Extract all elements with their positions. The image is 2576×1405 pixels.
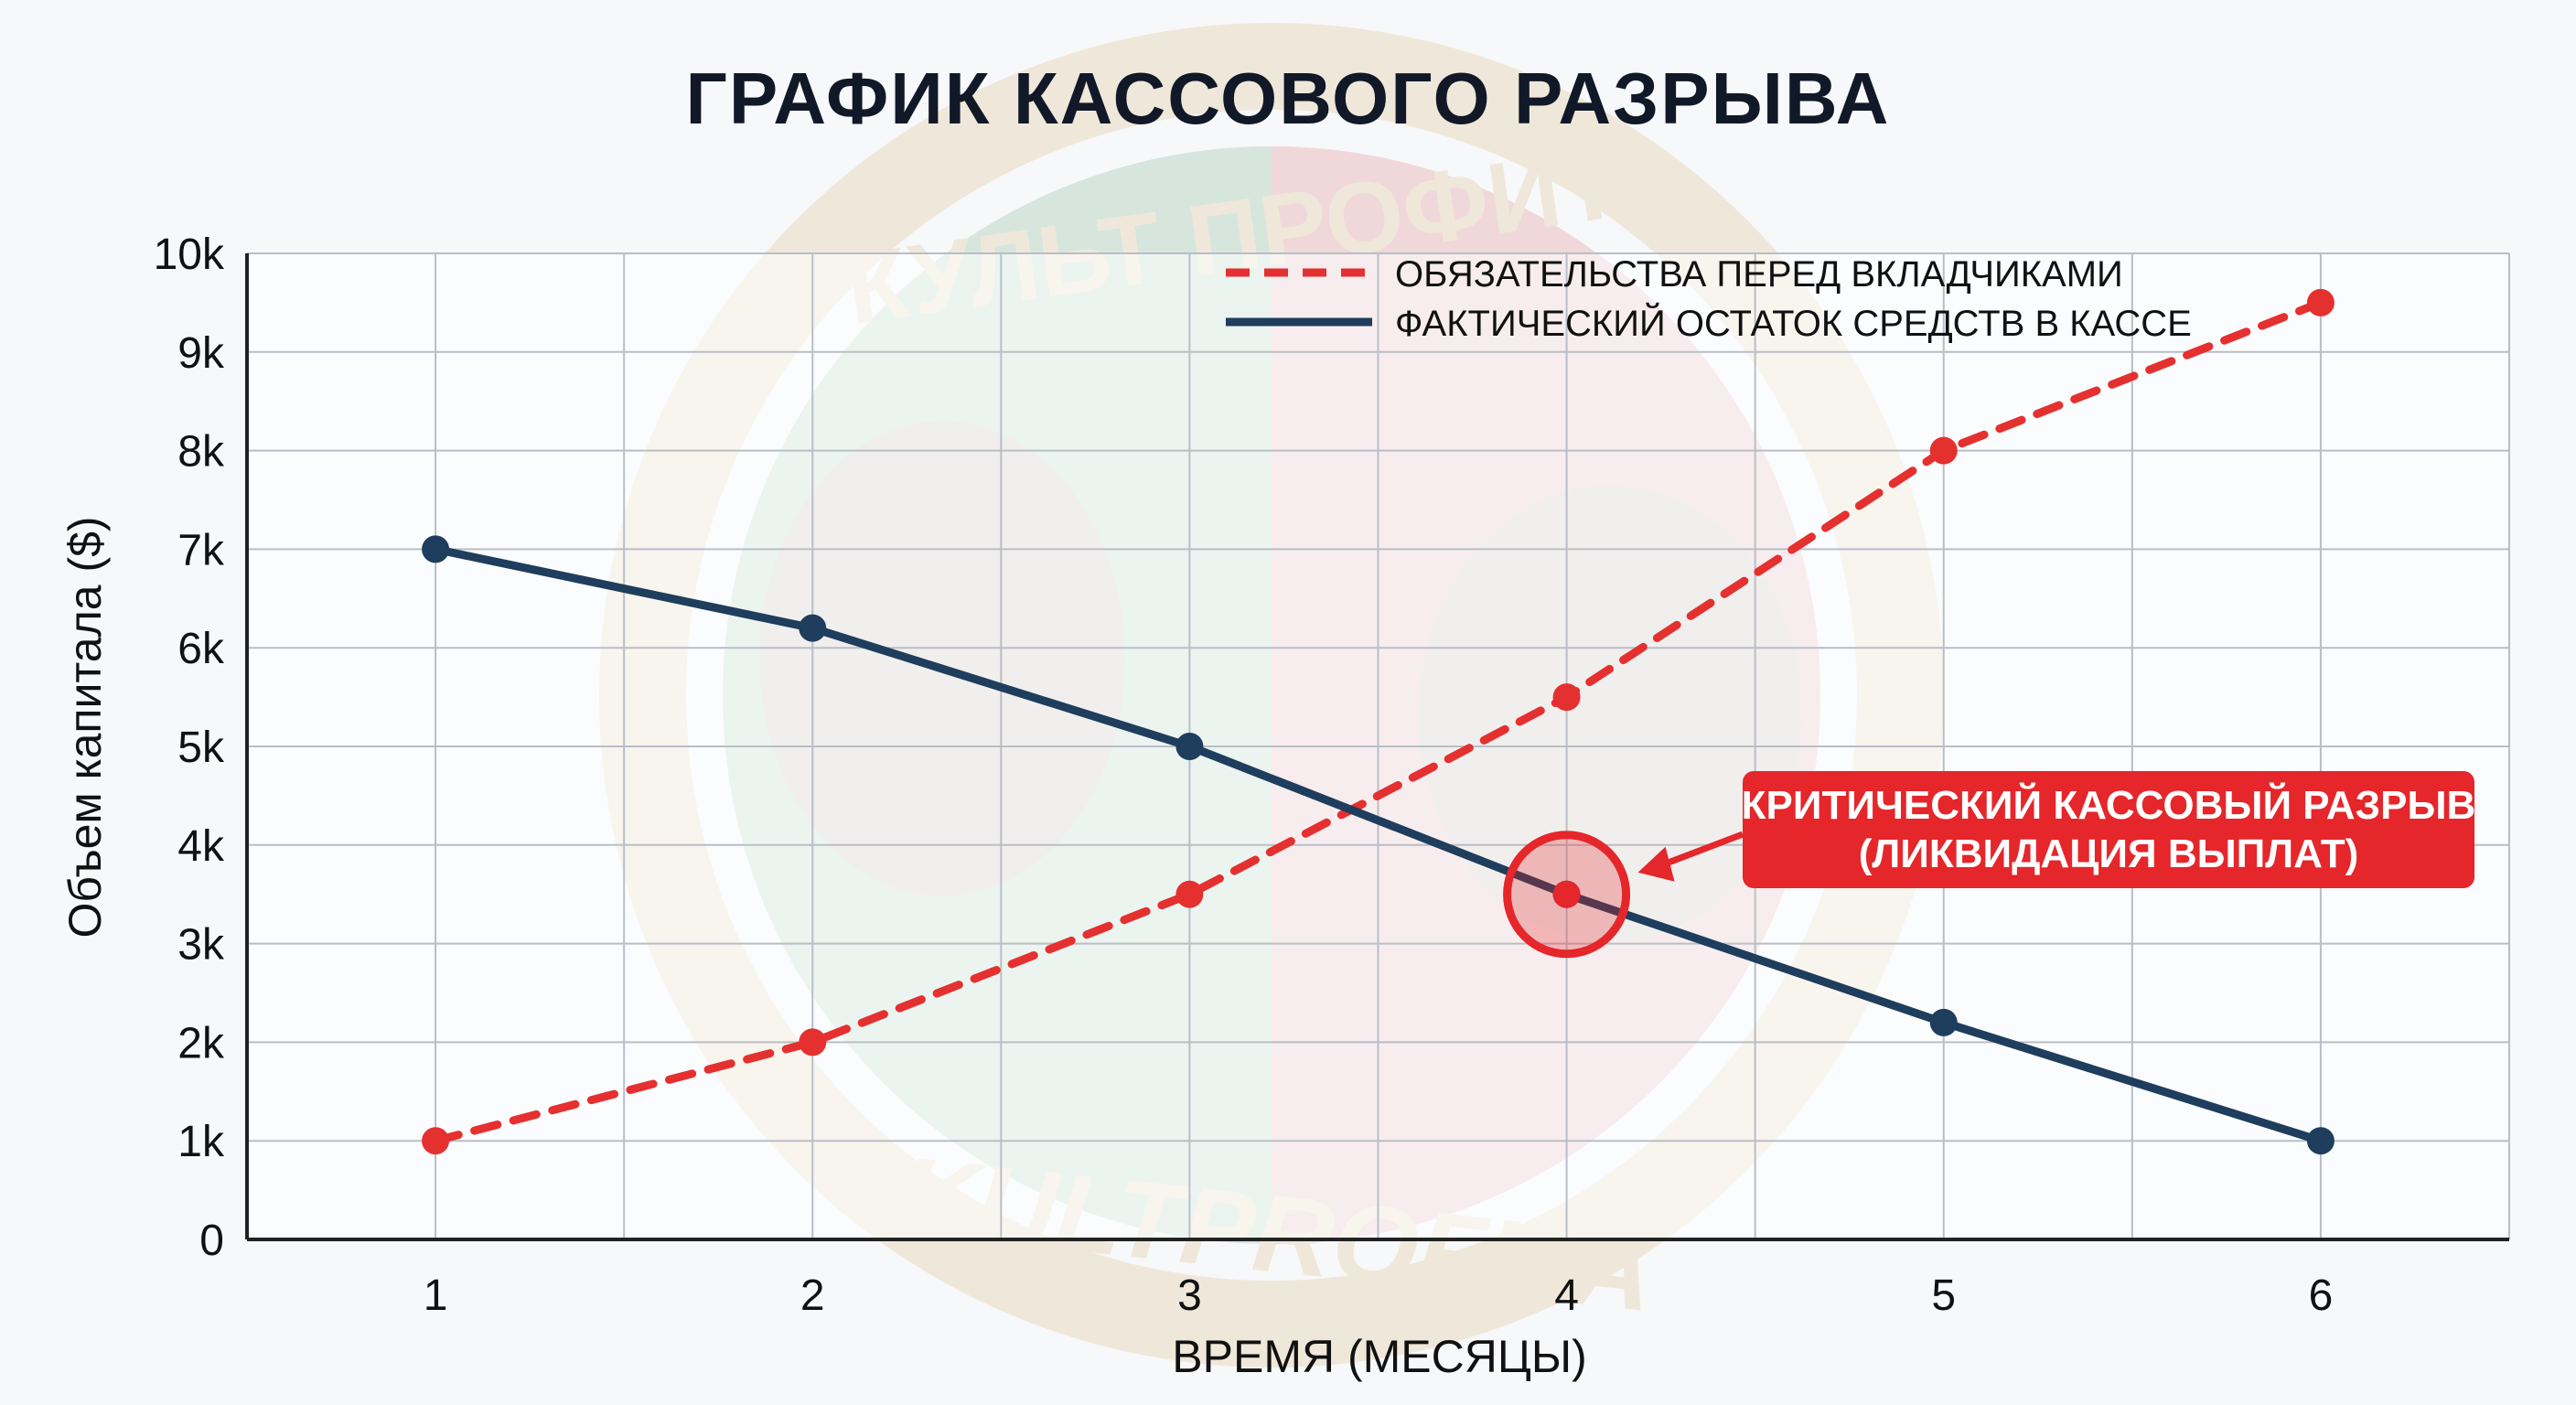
legend-label-liabilities: ОБЯЗАТЕЛЬСТВА ПЕРЕД ВКЛАДЧИКАМИ — [1395, 254, 2123, 295]
series-line-cash — [431, 544, 2325, 1145]
y-tick-label: 4k — [177, 822, 225, 871]
data-point-liabilities — [422, 1127, 450, 1155]
data-point-cash — [1175, 733, 1204, 760]
callout-text-line: (ЛИКВИДАЦИЯ ВЫПЛАТ) — [1859, 831, 2359, 876]
data-point-liabilities — [2306, 288, 2334, 316]
y-axis-ticks: 0 1k 2k 3k 4k 5k 6k 7k 8k 9k 10k — [154, 231, 225, 1265]
data-point-liabilities — [1175, 880, 1204, 908]
y-tick-label: 6k — [177, 625, 225, 673]
y-tick-label: 9k — [177, 329, 225, 378]
y-tick-label: 5k — [177, 724, 225, 772]
data-point-cash — [2306, 1127, 2334, 1155]
x-tick-label: 1 — [424, 1271, 448, 1320]
x-tick-label: 3 — [1177, 1271, 1202, 1320]
gap-point — [1552, 880, 1581, 908]
y-tick-label: 0 — [199, 1217, 224, 1265]
chart-series — [422, 288, 2334, 1155]
chart-axes — [245, 253, 2509, 1241]
data-point-cash — [1929, 1008, 1958, 1036]
data-point-liabilities — [799, 1028, 827, 1056]
y-axis-label: Объем капитала ($) — [59, 516, 111, 938]
x-axis-ticks: 1 2 3 4 5 6 — [424, 1271, 2334, 1320]
y-tick-label: 3k — [177, 921, 225, 970]
series-line-liabilities — [431, 298, 2325, 1145]
x-tick-label: 2 — [800, 1271, 825, 1320]
chart-grid — [246, 252, 2510, 1240]
x-tick-label: 5 — [1931, 1271, 1956, 1320]
chart-annotation: КРИТИЧЕСКИЙ КАССОВЫЙ РАЗРЫВ(ЛИКВИДАЦИЯ В… — [1503, 771, 2476, 959]
callout-box — [1743, 771, 2474, 888]
data-point-cash — [422, 535, 450, 563]
x-tick-label: 6 — [2309, 1271, 2334, 1320]
callout-arrow-head — [1637, 846, 1675, 882]
x-tick-label: 4 — [1554, 1271, 1579, 1320]
legend-label-cash: ФАКТИЧЕСКИЙ ОСТАТОК СРЕДСТВ В КАССЕ — [1395, 302, 2192, 344]
chart-legend: ОБЯЗАТЕЛЬСТВА ПЕРЕД ВКЛАДЧИКАМИ ФАКТИЧЕС… — [1226, 254, 2192, 344]
y-tick-label: 10k — [154, 231, 225, 279]
y-tick-label: 7k — [177, 526, 225, 574]
data-point-cash — [799, 614, 827, 642]
callout-arrow-line — [1668, 831, 1744, 865]
callout-text-line: КРИТИЧЕСКИЙ КАССОВЫЙ РАЗРЫВ — [1742, 781, 2476, 828]
y-tick-label: 2k — [177, 1019, 225, 1067]
y-tick-label: 8k — [177, 428, 225, 477]
data-point-liabilities — [1929, 436, 1958, 465]
chart-title: ГРАФИК КАССОВОГО РАЗРЫВА — [686, 58, 1891, 139]
y-tick-label: 1k — [177, 1118, 225, 1166]
x-axis-label: ВРЕМЯ (МЕСЯЦЫ) — [1172, 1331, 1586, 1382]
data-point-liabilities — [1552, 683, 1581, 712]
